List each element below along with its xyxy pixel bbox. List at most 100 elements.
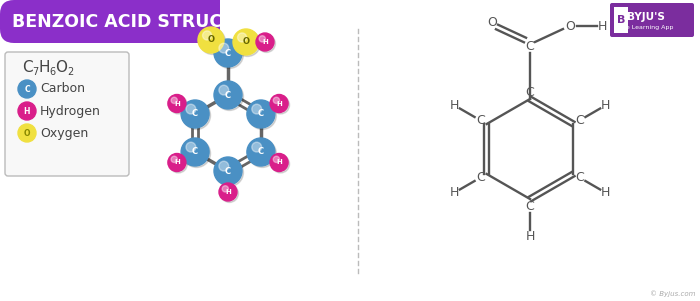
Circle shape: [216, 41, 244, 69]
Text: C: C: [22, 61, 33, 76]
Text: © Byjus.com: © Byjus.com: [650, 290, 695, 297]
Text: O: O: [487, 17, 497, 29]
Text: H: H: [38, 61, 50, 76]
Circle shape: [171, 97, 177, 104]
Text: H: H: [24, 107, 30, 116]
Circle shape: [186, 142, 196, 152]
Text: O: O: [24, 129, 30, 138]
Text: H: H: [174, 160, 180, 166]
Bar: [220, 0, 270, 43]
Text: 6: 6: [49, 67, 55, 77]
Text: Hydrogen: Hydrogen: [40, 104, 101, 117]
Text: C: C: [225, 48, 231, 57]
Circle shape: [233, 29, 259, 55]
Circle shape: [169, 96, 188, 114]
Text: H: H: [601, 99, 610, 112]
Circle shape: [219, 183, 237, 201]
Text: H: H: [525, 229, 535, 243]
Circle shape: [181, 100, 209, 128]
Circle shape: [248, 101, 276, 129]
Circle shape: [214, 81, 242, 109]
Text: C: C: [526, 39, 534, 52]
Circle shape: [202, 31, 211, 40]
Circle shape: [214, 39, 242, 67]
Circle shape: [237, 33, 246, 42]
Circle shape: [248, 139, 276, 167]
Text: O: O: [242, 38, 249, 46]
Text: O: O: [207, 36, 214, 45]
Text: C: C: [258, 147, 264, 157]
Circle shape: [234, 30, 260, 57]
Circle shape: [183, 101, 211, 129]
Text: Carbon: Carbon: [40, 82, 85, 95]
Text: BENZOIC ACID STRUCTURE: BENZOIC ACID STRUCTURE: [12, 13, 274, 31]
Text: C: C: [526, 200, 534, 213]
Text: C: C: [192, 110, 198, 119]
Circle shape: [168, 95, 186, 113]
FancyBboxPatch shape: [5, 52, 129, 176]
Circle shape: [272, 96, 290, 114]
Circle shape: [270, 95, 288, 113]
Circle shape: [169, 155, 188, 173]
Text: C: C: [476, 114, 485, 127]
Circle shape: [168, 154, 186, 172]
Circle shape: [219, 85, 229, 95]
Text: H: H: [262, 39, 268, 45]
Circle shape: [247, 138, 275, 166]
Circle shape: [222, 186, 228, 192]
Circle shape: [252, 142, 262, 152]
Circle shape: [216, 159, 244, 187]
Text: H: H: [450, 99, 459, 112]
Text: C: C: [476, 171, 485, 184]
Text: C: C: [575, 114, 584, 127]
Text: H: H: [174, 101, 180, 107]
Circle shape: [272, 155, 290, 173]
Text: C: C: [575, 171, 584, 184]
Text: H: H: [225, 189, 231, 195]
Circle shape: [258, 35, 276, 52]
Circle shape: [183, 139, 211, 167]
FancyBboxPatch shape: [0, 0, 255, 43]
Text: H: H: [450, 186, 459, 199]
Circle shape: [214, 157, 242, 185]
Text: 7: 7: [32, 67, 38, 77]
FancyBboxPatch shape: [610, 3, 694, 37]
Text: C: C: [225, 91, 231, 100]
Circle shape: [247, 100, 275, 128]
Text: O: O: [55, 61, 67, 76]
Circle shape: [256, 33, 274, 51]
Text: The Learning App: The Learning App: [618, 26, 673, 30]
Text: O: O: [565, 20, 575, 33]
Circle shape: [18, 80, 36, 98]
Circle shape: [219, 43, 229, 53]
Text: H: H: [276, 160, 282, 166]
Text: C: C: [25, 85, 30, 94]
Circle shape: [198, 27, 224, 53]
Text: 2: 2: [67, 67, 74, 77]
Circle shape: [270, 154, 288, 172]
Circle shape: [219, 161, 229, 171]
Circle shape: [18, 124, 36, 142]
Text: H: H: [601, 186, 610, 199]
Circle shape: [171, 156, 177, 163]
Text: C: C: [192, 147, 198, 157]
Circle shape: [273, 97, 279, 104]
Text: H: H: [597, 20, 607, 33]
Circle shape: [216, 82, 244, 110]
Circle shape: [273, 156, 279, 163]
Text: BYJU'S: BYJU'S: [627, 12, 665, 22]
Text: Oxygen: Oxygen: [40, 126, 88, 139]
Circle shape: [199, 29, 225, 54]
Text: C: C: [258, 110, 264, 119]
Text: B: B: [617, 15, 625, 25]
Circle shape: [186, 104, 196, 114]
Text: C: C: [526, 85, 534, 98]
Circle shape: [181, 138, 209, 166]
Circle shape: [252, 104, 262, 114]
Circle shape: [18, 102, 36, 120]
Circle shape: [220, 185, 239, 203]
Text: C: C: [225, 166, 231, 175]
Text: H: H: [276, 101, 282, 107]
Circle shape: [259, 36, 265, 42]
Bar: [614, 7, 628, 33]
